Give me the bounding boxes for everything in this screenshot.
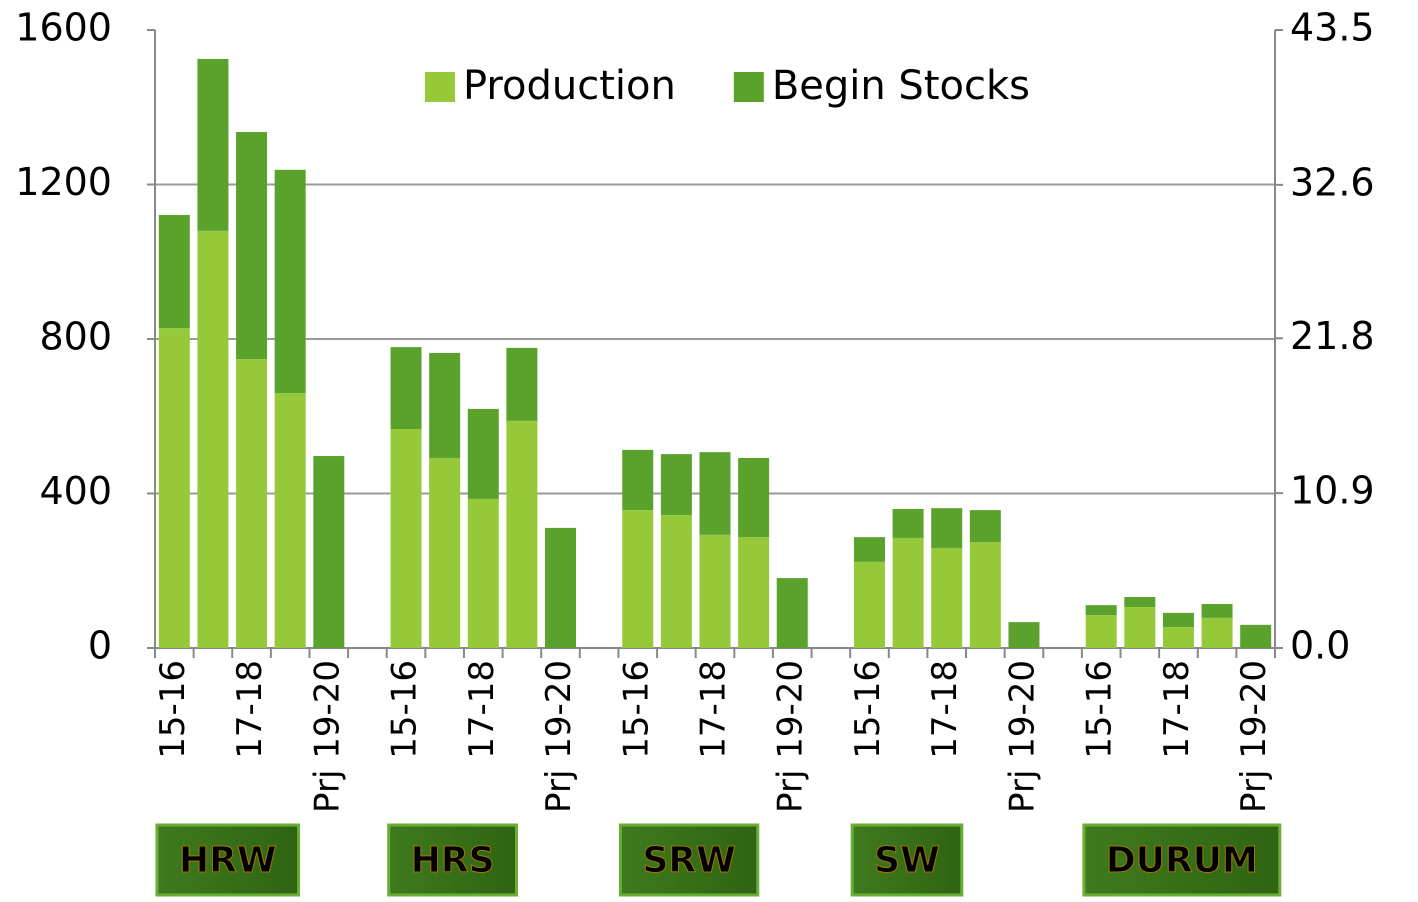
bar-segment — [853, 537, 885, 562]
bar-segment — [660, 454, 692, 516]
bar-segment — [892, 508, 924, 538]
group-label: HRW — [179, 840, 277, 881]
bar-segment — [1162, 612, 1194, 628]
y2-tick-label: 21.8 — [1290, 314, 1375, 358]
bar-segment — [622, 449, 654, 511]
bar-segment — [1085, 615, 1117, 648]
bar-segment — [660, 515, 692, 648]
bar-segment — [1162, 627, 1194, 648]
y-tick-label: 800 — [39, 315, 112, 359]
y2-tick-label: 32.6 — [1290, 160, 1375, 204]
legend-label: Begin Stocks — [772, 63, 1030, 109]
bar-segment — [969, 510, 1001, 543]
bar-segment — [429, 352, 461, 458]
bar-segment — [1085, 605, 1117, 616]
bar-segment — [1201, 617, 1233, 648]
bar-segment — [545, 527, 577, 648]
bar-segment — [776, 578, 808, 648]
bar-segment — [429, 457, 461, 648]
bar-segment — [1008, 622, 1040, 648]
x-tick-label: 15-16 — [848, 660, 888, 759]
bar-segment — [390, 347, 422, 429]
y-tick-label: 0 — [88, 624, 112, 668]
bar-segment — [969, 542, 1001, 648]
bar-segment — [1124, 597, 1156, 608]
bar-segment — [467, 498, 499, 648]
bar-segment — [738, 457, 770, 538]
bar-segment — [390, 428, 422, 648]
x-tick-label: Prj 19-20 — [1234, 660, 1274, 813]
bar-segment — [236, 359, 268, 648]
x-tick-label: 15-16 — [153, 660, 193, 759]
bar-segment — [1201, 603, 1233, 618]
bar-segment — [274, 169, 306, 394]
bar-segment — [931, 508, 963, 548]
legend-label: Production — [463, 63, 676, 109]
x-tick-label: 17-18 — [925, 660, 965, 759]
bar-segment — [853, 561, 885, 648]
bar-segment — [1240, 624, 1272, 648]
x-tick-label: 15-16 — [616, 660, 656, 759]
bar-segment — [158, 215, 190, 329]
legend-swatch — [425, 72, 455, 102]
x-tick-label: 17-18 — [694, 660, 734, 759]
group-box — [155, 823, 301, 897]
y-tick-label: 1200 — [15, 160, 112, 204]
bar-segment — [197, 58, 229, 231]
group-box — [850, 823, 964, 897]
bar-segment — [506, 347, 538, 421]
bar-segment — [699, 534, 731, 648]
group-label: DURUM — [1106, 840, 1258, 881]
bar-segment — [158, 328, 190, 648]
y2-tick-label: 0.0 — [1290, 624, 1350, 668]
x-tick-label: 17-18 — [230, 660, 270, 759]
bar-segment — [892, 537, 924, 648]
bar-segment — [467, 408, 499, 499]
bar-segment — [1124, 607, 1156, 648]
x-tick-label: 17-18 — [1157, 660, 1197, 759]
group-label: SRW — [642, 840, 735, 881]
bar-segment — [313, 456, 345, 648]
y-tick-label: 1600 — [15, 6, 112, 50]
x-tick-label: 17-18 — [462, 660, 502, 759]
bar-segment — [931, 547, 963, 648]
x-tick-label: Prj 19-20 — [539, 660, 579, 813]
bar-segment — [506, 420, 538, 648]
group-box — [387, 823, 519, 897]
y2-tick-label: 43.5 — [1290, 6, 1375, 50]
x-tick-label: 15-16 — [1080, 660, 1120, 759]
y-tick-label: 400 — [39, 469, 112, 513]
x-tick-label: Prj 19-20 — [1002, 660, 1042, 813]
bar-segment — [622, 510, 654, 648]
group-label: SW — [874, 840, 940, 881]
bar-segment — [236, 131, 268, 360]
bar-segment — [699, 452, 731, 535]
x-tick-label: Prj 19-20 — [771, 660, 811, 813]
y2-tick-label: 10.9 — [1290, 469, 1375, 513]
group-box — [1082, 823, 1282, 897]
x-tick-label: 15-16 — [385, 660, 425, 759]
x-tick-label: Prj 19-20 — [307, 660, 347, 813]
bar-segment — [274, 393, 306, 648]
bar-segment — [197, 230, 229, 648]
group-box — [618, 823, 760, 897]
legend-swatch — [733, 72, 764, 102]
group-label: HRS — [411, 840, 495, 881]
bar-segment — [738, 537, 770, 648]
